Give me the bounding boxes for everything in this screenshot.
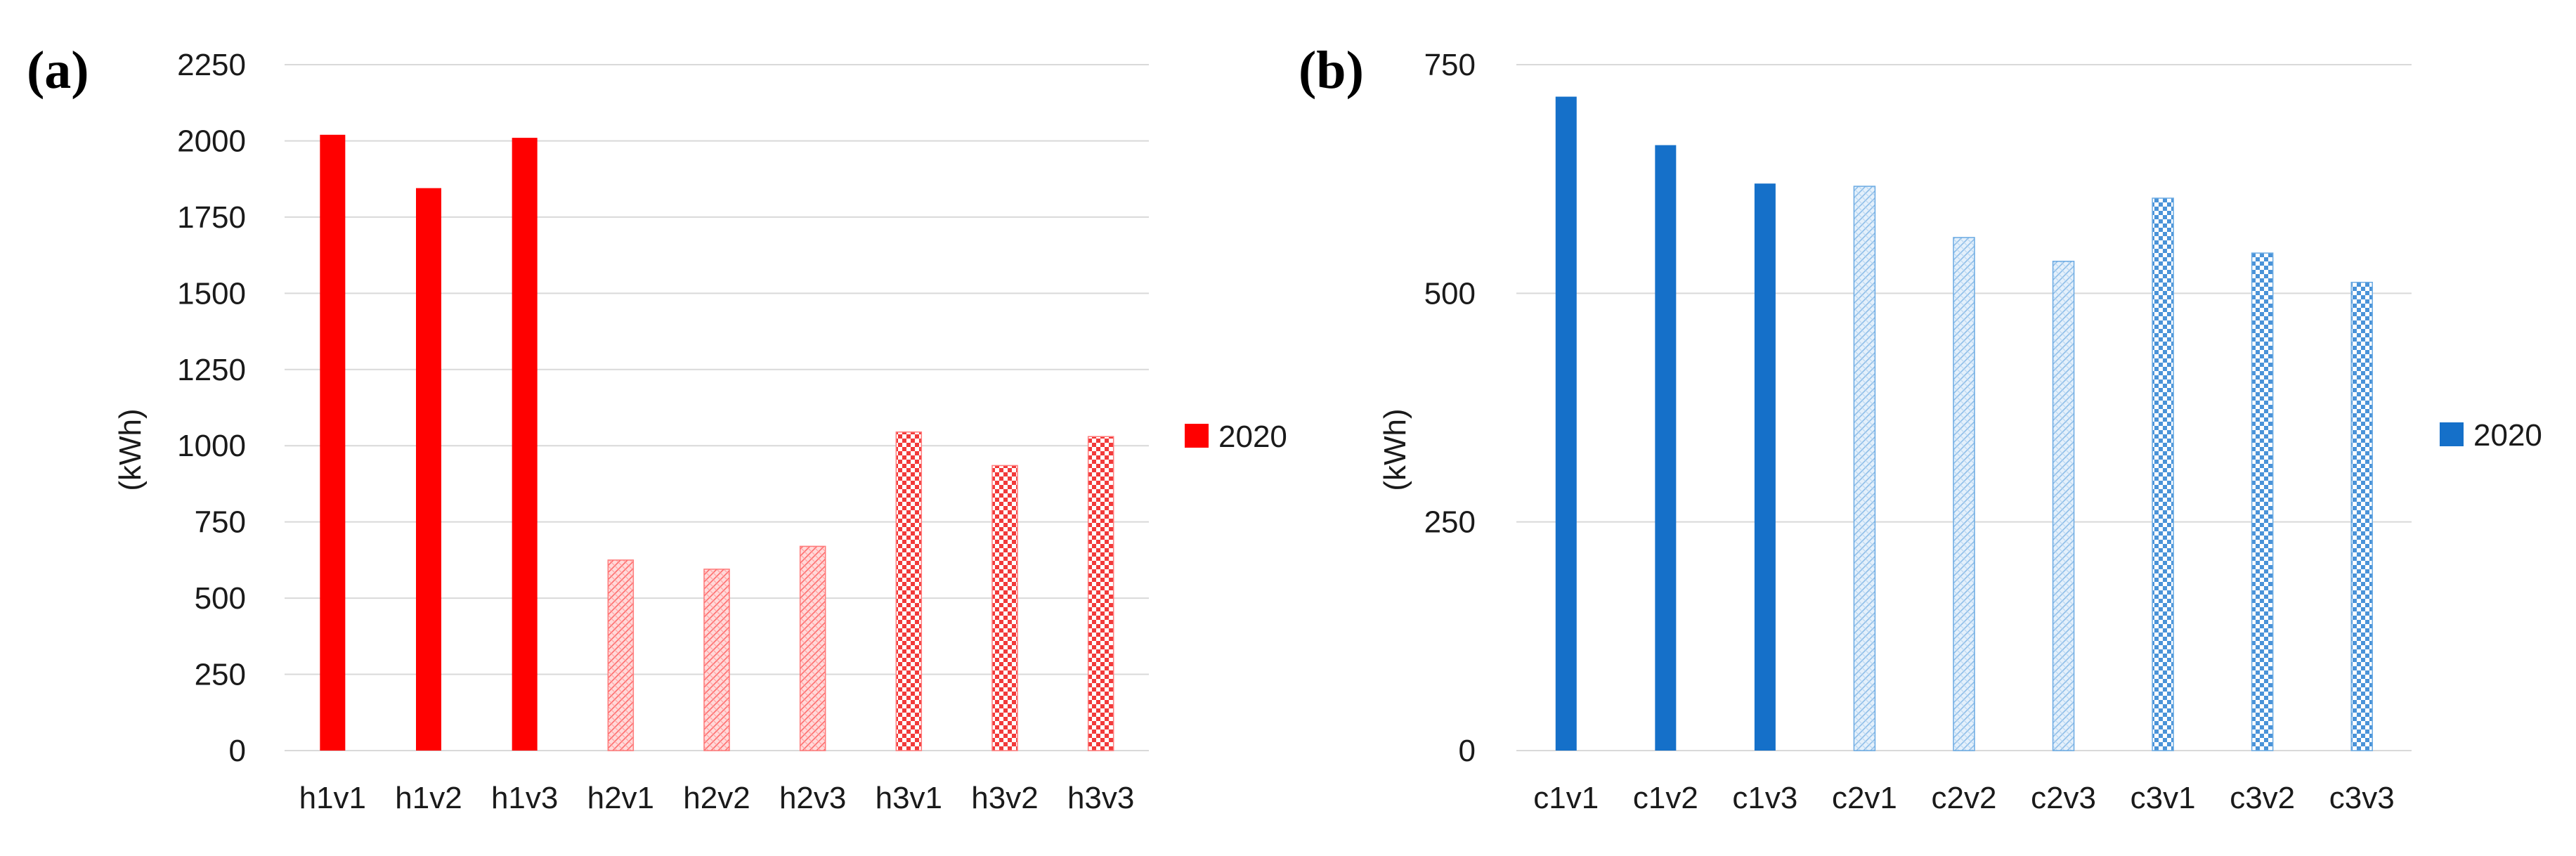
y-tick-label: 500	[195, 581, 246, 616]
y-tick-label: 750	[195, 505, 246, 540]
bar-c3v3	[2350, 281, 2373, 751]
y-tick-label: 750	[1424, 48, 1476, 82]
x-tick-label-c2v1: c2v1	[1832, 781, 1897, 815]
y-tick-label: 250	[195, 658, 246, 692]
bar-h2v2	[703, 569, 730, 751]
bar-h1v1	[320, 134, 346, 751]
bar-c2v3	[2052, 261, 2075, 751]
y-tick-label: 2000	[177, 124, 246, 158]
y-tick-label: 1750	[177, 200, 246, 235]
chart-panel-b: (b) 0 250 500 750 (kWh) c1v1 c1v2 c1v3 c2v1 c2v…	[1299, 41, 2542, 815]
x-tick-label-c3v3: c3v3	[2329, 781, 2395, 815]
y-tick-label: 0	[229, 734, 246, 768]
bar-c3v1	[2152, 197, 2174, 751]
y-tick-label: 1500	[177, 276, 246, 311]
x-tick-label-h3v2: h3v2	[971, 781, 1038, 815]
bar-c2v1	[1853, 186, 1876, 751]
x-tick-label-h1v2: h1v2	[395, 781, 462, 815]
x-tick-label-h2v3: h2v3	[779, 781, 846, 815]
chart-panel-a: (a) 0 250 500 750 1000 1250 1500 1750 2000 2250 (…	[27, 41, 1287, 815]
y-tick-label: 1000	[177, 429, 246, 463]
panel-a-y-ticks: 0 250 500 750 1000 1250 1500 1750 2000 2250	[177, 48, 246, 768]
panel-b-legend-swatch	[2440, 422, 2464, 446]
panel-a-x-ticks: h1v1 h1v2 h1v3 h2v1 h2v2 h2v3 h3v1 h3v2 h3v3	[299, 781, 1135, 815]
panel-a-tag: (a)	[27, 41, 89, 100]
panel-b-legend: 2020	[2440, 418, 2542, 453]
x-tick-label-c1v1: c1v1	[1533, 781, 1599, 815]
y-tick-label: 500	[1424, 276, 1476, 311]
x-tick-label-h1v1: h1v1	[299, 781, 366, 815]
y-tick-label: 2250	[177, 48, 246, 82]
y-tick-label: 250	[1424, 505, 1476, 540]
x-tick-label-h3v3: h3v3	[1067, 781, 1134, 815]
y-tick-label: 1250	[177, 353, 246, 387]
bar-h1v2	[416, 188, 441, 751]
x-tick-label-h2v2: h2v2	[683, 781, 750, 815]
x-tick-label-c1v3: c1v3	[1732, 781, 1797, 815]
panel-a-legend-swatch	[1185, 424, 1209, 448]
x-tick-label-h2v1: h2v1	[587, 781, 654, 815]
bar-c1v1	[1555, 96, 1577, 751]
x-tick-label-c3v1: c3v1	[2131, 781, 2196, 815]
panel-a-legend: 2020	[1185, 420, 1287, 454]
panel-a-bars	[320, 134, 1114, 751]
x-tick-label-h1v3: h1v3	[491, 781, 558, 815]
bar-c1v3	[1754, 183, 1776, 751]
panel-b-bars	[1555, 96, 2373, 751]
bar-h3v1	[895, 431, 923, 751]
bar-c2v2	[1953, 237, 1975, 751]
bar-c1v2	[1655, 145, 1677, 751]
panel-b-y-axis-label: (kWh)	[1378, 408, 1412, 491]
panel-b-x-ticks: c1v1 c1v2 c1v3 c2v1 c2v2 c2v3 c3v1 c3v2 c3v3	[1533, 781, 2394, 815]
panel-b-tag: (b)	[1299, 41, 1364, 100]
panel-b-y-ticks: 0 250 500 750	[1424, 48, 1476, 768]
panel-a-legend-label: 2020	[1218, 420, 1287, 454]
panel-a-y-axis-label: (kWh)	[113, 408, 148, 491]
y-tick-label: 0	[1459, 734, 1476, 768]
x-tick-label-c3v2: c3v2	[2230, 781, 2295, 815]
bar-h2v1	[607, 559, 635, 751]
x-tick-label-c2v2: c2v2	[1932, 781, 1997, 815]
bar-h3v2	[991, 465, 1018, 751]
bar-h3v3	[1087, 436, 1114, 751]
x-tick-label-c1v2: c1v2	[1633, 781, 1698, 815]
bar-h2v3	[799, 545, 826, 751]
bar-c3v2	[2251, 252, 2274, 751]
panel-b-legend-label: 2020	[2473, 418, 2542, 453]
bar-h1v3	[512, 138, 538, 751]
x-tick-label-h3v1: h3v1	[876, 781, 942, 815]
x-tick-label-c2v3: c2v3	[2031, 781, 2096, 815]
